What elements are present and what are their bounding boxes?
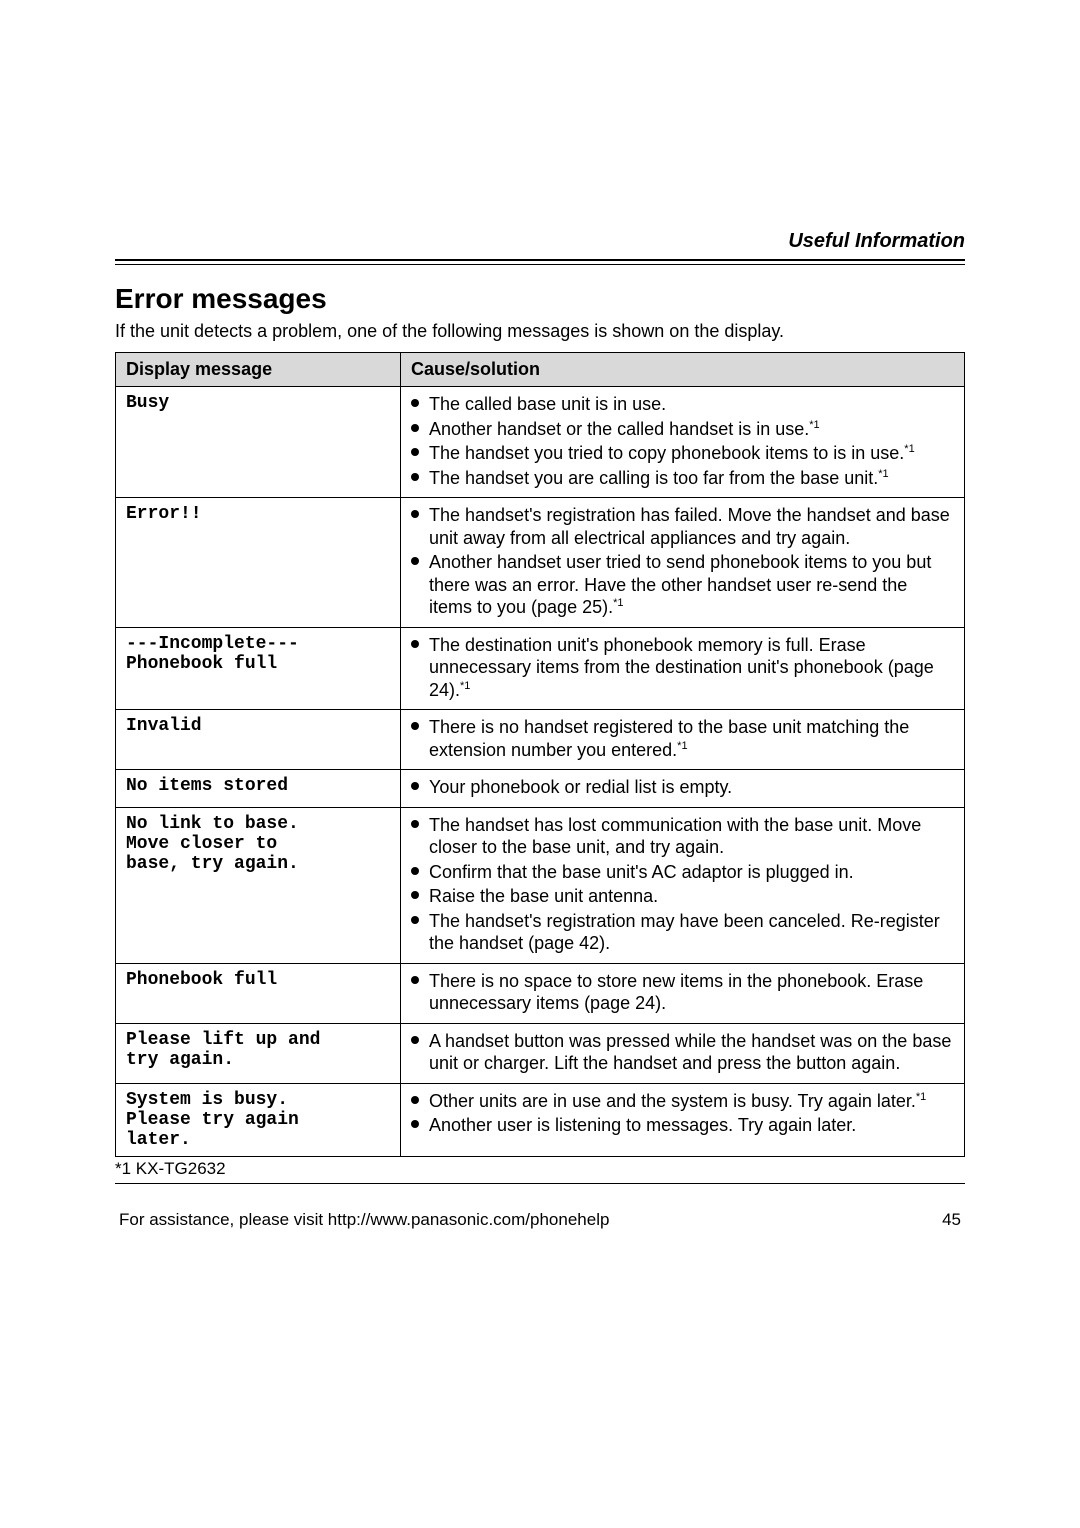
cause-item: The handset has lost communication with … bbox=[411, 814, 954, 859]
footnote: *1 KX-TG2632 bbox=[115, 1159, 965, 1179]
display-message-cell: ---Incomplete--- Phonebook full bbox=[116, 627, 401, 710]
header-display-message: Display message bbox=[116, 353, 401, 387]
footnote-ref: *1 bbox=[916, 1091, 926, 1103]
footnote-ref: *1 bbox=[809, 419, 819, 431]
cause-cell: A handset button was pressed while the h… bbox=[401, 1023, 965, 1083]
cause-item: Another user is listening to messages. T… bbox=[411, 1114, 954, 1137]
display-message-cell: Phonebook full bbox=[116, 963, 401, 1023]
table-row: Please lift up and try again.A handset b… bbox=[116, 1023, 965, 1083]
cause-item: The called base unit is in use. bbox=[411, 393, 954, 416]
cause-list: Other units are in use and the system is… bbox=[411, 1090, 954, 1137]
table-row: No link to base. Move closer to base, tr… bbox=[116, 807, 965, 963]
page-footer: For assistance, please visit http://www.… bbox=[115, 1210, 965, 1230]
section-header: Useful Information bbox=[115, 230, 965, 259]
header-cause-solution: Cause/solution bbox=[401, 353, 965, 387]
cause-item: The handset's registration has failed. M… bbox=[411, 504, 954, 549]
table-body: BusyThe called base unit is in use.Anoth… bbox=[116, 387, 965, 1157]
display-message-cell: Error!! bbox=[116, 498, 401, 628]
cause-list: The handset has lost communication with … bbox=[411, 814, 954, 955]
cause-list: The handset's registration has failed. M… bbox=[411, 504, 954, 619]
table-row: System is busy. Please try again later. O… bbox=[116, 1083, 965, 1156]
cause-item: There is no space to store new items in … bbox=[411, 970, 954, 1015]
footnote-ref: *1 bbox=[677, 740, 687, 752]
cause-item: Raise the base unit antenna. bbox=[411, 885, 954, 908]
page: Useful Information Error messages If the… bbox=[0, 0, 1080, 1270]
page-number: 45 bbox=[911, 1210, 961, 1230]
table-row: No items stored Your phonebook or redial … bbox=[116, 770, 965, 808]
cause-item: There is no handset registered to the ba… bbox=[411, 716, 954, 761]
table-row: BusyThe called base unit is in use.Anoth… bbox=[116, 387, 965, 498]
display-message-cell: Busy bbox=[116, 387, 401, 498]
error-table: Display message Cause/solution BusyThe c… bbox=[115, 352, 965, 1157]
table-header-row: Display message Cause/solution bbox=[116, 353, 965, 387]
cause-list: The called base unit is in use.Another h… bbox=[411, 393, 954, 489]
cause-list: Your phonebook or redial list is empty. bbox=[411, 776, 954, 799]
cause-cell: There is no space to store new items in … bbox=[401, 963, 965, 1023]
cause-item: The handset you tried to copy phonebook … bbox=[411, 442, 954, 465]
cause-item: The destination unit's phonebook memory … bbox=[411, 634, 954, 702]
table-row: InvalidThere is no handset registered to… bbox=[116, 710, 965, 770]
cause-list: There is no handset registered to the ba… bbox=[411, 716, 954, 761]
display-message-cell: Please lift up and try again. bbox=[116, 1023, 401, 1083]
cause-item: Other units are in use and the system is… bbox=[411, 1090, 954, 1113]
table-row: Error!!The handset's registration has fa… bbox=[116, 498, 965, 628]
cause-list: A handset button was pressed while the h… bbox=[411, 1030, 954, 1075]
footer-assistance-text: For assistance, please visit http://www.… bbox=[119, 1210, 609, 1230]
cause-cell: Your phonebook or redial list is empty. bbox=[401, 770, 965, 808]
footnote-ref: *1 bbox=[613, 597, 623, 609]
cause-item: The handset you are calling is too far f… bbox=[411, 467, 954, 490]
footnote-ref: *1 bbox=[878, 468, 888, 480]
table-row: ---Incomplete--- Phonebook fullThe desti… bbox=[116, 627, 965, 710]
intro-text: If the unit detects a problem, one of th… bbox=[115, 321, 965, 342]
display-message-cell: System is busy. Please try again later. bbox=[116, 1083, 401, 1156]
cause-cell: The handset has lost communication with … bbox=[401, 807, 965, 963]
cause-cell: Other units are in use and the system is… bbox=[401, 1083, 965, 1156]
cause-list: The destination unit's phonebook memory … bbox=[411, 634, 954, 702]
table-row: Phonebook fullThere is no space to store… bbox=[116, 963, 965, 1023]
cause-item: Another handset or the called handset is… bbox=[411, 418, 954, 441]
cause-item: The handset's registration may have been… bbox=[411, 910, 954, 955]
cause-item: Your phonebook or redial list is empty. bbox=[411, 776, 954, 799]
display-message-cell: Invalid bbox=[116, 710, 401, 770]
cause-list: There is no space to store new items in … bbox=[411, 970, 954, 1015]
display-message-cell: No link to base. Move closer to base, tr… bbox=[116, 807, 401, 963]
cause-item: Confirm that the base unit's AC adaptor … bbox=[411, 861, 954, 884]
cause-item: A handset button was pressed while the h… bbox=[411, 1030, 954, 1075]
cause-cell: The handset's registration has failed. M… bbox=[401, 498, 965, 628]
cause-item: Another handset user tried to send phone… bbox=[411, 551, 954, 619]
cause-cell: The called base unit is in use.Another h… bbox=[401, 387, 965, 498]
cause-cell: The destination unit's phonebook memory … bbox=[401, 627, 965, 710]
footnote-ref: *1 bbox=[904, 443, 914, 455]
footer-rule bbox=[115, 1183, 965, 1184]
page-title: Error messages bbox=[115, 283, 965, 315]
divider-double bbox=[115, 259, 965, 265]
display-message-cell: No items stored bbox=[116, 770, 401, 808]
footnote-ref: *1 bbox=[460, 680, 470, 692]
cause-cell: There is no handset registered to the ba… bbox=[401, 710, 965, 770]
